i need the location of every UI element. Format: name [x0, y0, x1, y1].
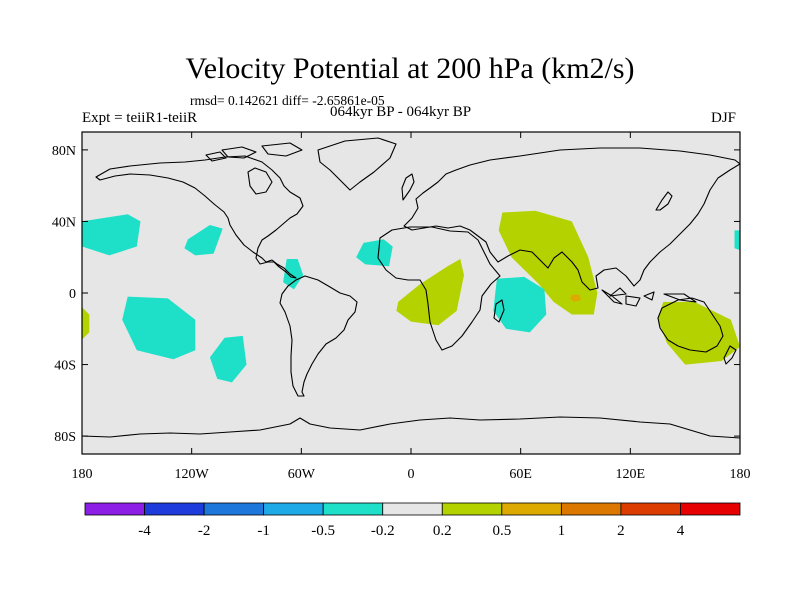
- positive-anomaly-central-africa: [396, 259, 464, 326]
- colorbar-box: [680, 502, 741, 516]
- y-tick-label: 0: [69, 287, 76, 302]
- y-tick-label: 40N: [52, 215, 76, 230]
- colorbar-box: [560, 502, 622, 516]
- colorbar-label: 1: [558, 523, 566, 539]
- japan-coast: [655, 191, 673, 211]
- negative-anomaly-mexico: [184, 225, 223, 256]
- negative-anomaly-north-pacific: [82, 214, 141, 256]
- colorbar-box: [322, 502, 384, 516]
- north-america-coast: [95, 155, 304, 279]
- colorbar-box: [441, 502, 503, 516]
- x-tick-label: 60E: [509, 467, 532, 482]
- y-tick-label: 80S: [54, 430, 76, 445]
- positive-anomaly-dateline-west: [82, 307, 90, 340]
- colorbar-box: [84, 502, 145, 516]
- x-tick-label: 60W: [288, 467, 316, 482]
- colorbar-box: [203, 502, 265, 516]
- negative-anomaly-south-pacific: [122, 296, 196, 360]
- colorbar-label: 0.5: [492, 523, 511, 539]
- x-tick-label: 120W: [175, 467, 210, 482]
- colorbar-label: -1: [257, 523, 270, 539]
- season-label: DJF: [711, 110, 737, 126]
- colorbar-label: 0.2: [433, 523, 452, 539]
- colorbar-label: -4: [138, 523, 151, 539]
- africa-coast: [377, 226, 501, 351]
- colorbar-box: [620, 502, 681, 516]
- colorbar-box: [382, 502, 443, 516]
- colorbar: -4 -2 -1 -0.5 -0.2 0.2 0.5 1 2 4: [84, 502, 741, 539]
- greenland-coast: [317, 137, 397, 191]
- stronger-anomaly-bay-of-bengal: [570, 294, 581, 302]
- colorbar-label: -0.5: [311, 523, 335, 539]
- colorbar-box: [144, 502, 205, 516]
- new-zealand-coast: [723, 345, 737, 365]
- arctic-islands: [205, 142, 303, 162]
- negative-anomaly-southeast-pacific: [209, 335, 247, 383]
- experiment-label: Expt = teiiR1-teiiR: [82, 110, 198, 126]
- x-axis: 180 120W 60W 0 60E 120E 180: [72, 132, 751, 482]
- x-tick-label: 180: [72, 467, 93, 482]
- australia-coast: [657, 297, 724, 353]
- uk-coast: [401, 173, 415, 201]
- negative-anomaly-south-indian-ocean: [493, 276, 547, 333]
- y-tick-label: 80N: [52, 144, 76, 159]
- hudson-bay-coast: [247, 167, 273, 195]
- x-tick-label: 0: [408, 467, 415, 482]
- negative-anomaly-west-africa: [356, 239, 393, 267]
- y-tick-label: 40S: [54, 359, 76, 374]
- positive-anomaly-australia: [657, 301, 740, 365]
- negative-anomaly-dateline-east: [734, 230, 740, 251]
- colorbar-box: [263, 502, 324, 516]
- eurasia-coast: [403, 147, 740, 291]
- x-tick-label: 120E: [616, 467, 646, 482]
- y-axis: 80N 40N 0 40S 80S: [52, 144, 740, 445]
- negative-anomaly-caribbean: [283, 259, 304, 290]
- coastlines: [82, 137, 740, 439]
- statistics-label: rmsd= 0.142621 diff= -2.65861e-05: [190, 93, 385, 108]
- colorbar-box: [501, 502, 562, 516]
- anomaly-regions: [82, 210, 740, 383]
- x-tick-label: 180: [730, 467, 751, 482]
- antarctica-coast: [82, 416, 740, 439]
- chart-title: Velocity Potential at 200 hPa (km2/s): [185, 52, 635, 85]
- colorbar-label: -2: [198, 523, 211, 539]
- south-america-coast: [279, 275, 358, 397]
- period-label: 064kyr BP - 064kyr BP: [330, 104, 472, 120]
- positive-anomaly-indian-ocean: [498, 210, 598, 315]
- colorbar-label: -0.2: [371, 523, 395, 539]
- colorbar-label: 2: [617, 523, 625, 539]
- colorbar-label: 4: [677, 523, 685, 539]
- indonesia-coast: [601, 287, 697, 307]
- madagascar-coast: [493, 299, 505, 323]
